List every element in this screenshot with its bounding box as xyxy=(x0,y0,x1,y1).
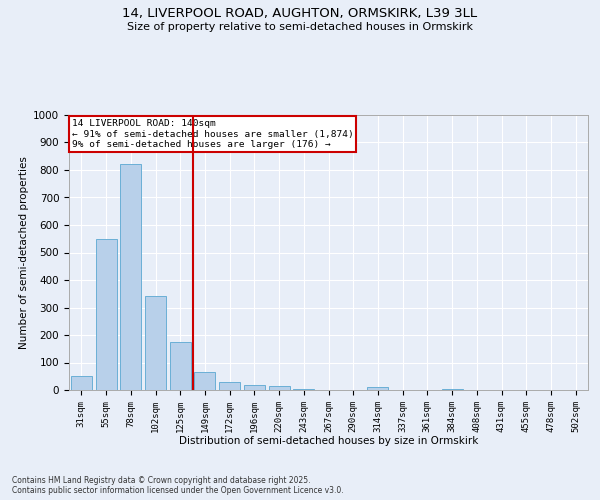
Bar xyxy=(269,386,290,390)
Bar xyxy=(170,342,191,390)
Text: 14, LIVERPOOL ROAD, AUGHTON, ORMSKIRK, L39 3LL: 14, LIVERPOOL ROAD, AUGHTON, ORMSKIRK, L… xyxy=(122,8,478,20)
Bar xyxy=(244,386,265,390)
X-axis label: Distribution of semi-detached houses by size in Ormskirk: Distribution of semi-detached houses by … xyxy=(179,436,478,446)
Text: Contains HM Land Registry data © Crown copyright and database right 2025.
Contai: Contains HM Land Registry data © Crown c… xyxy=(12,476,344,495)
Bar xyxy=(71,376,92,390)
Text: Size of property relative to semi-detached houses in Ormskirk: Size of property relative to semi-detach… xyxy=(127,22,473,32)
Bar xyxy=(367,387,388,390)
Bar xyxy=(120,164,141,390)
Bar xyxy=(194,372,215,390)
Text: 14 LIVERPOOL ROAD: 140sqm
← 91% of semi-detached houses are smaller (1,874)
9% o: 14 LIVERPOOL ROAD: 140sqm ← 91% of semi-… xyxy=(71,119,353,149)
Bar xyxy=(293,388,314,390)
Bar xyxy=(95,239,116,390)
Bar xyxy=(442,388,463,390)
Bar xyxy=(145,296,166,390)
Y-axis label: Number of semi-detached properties: Number of semi-detached properties xyxy=(19,156,29,349)
Bar xyxy=(219,382,240,390)
